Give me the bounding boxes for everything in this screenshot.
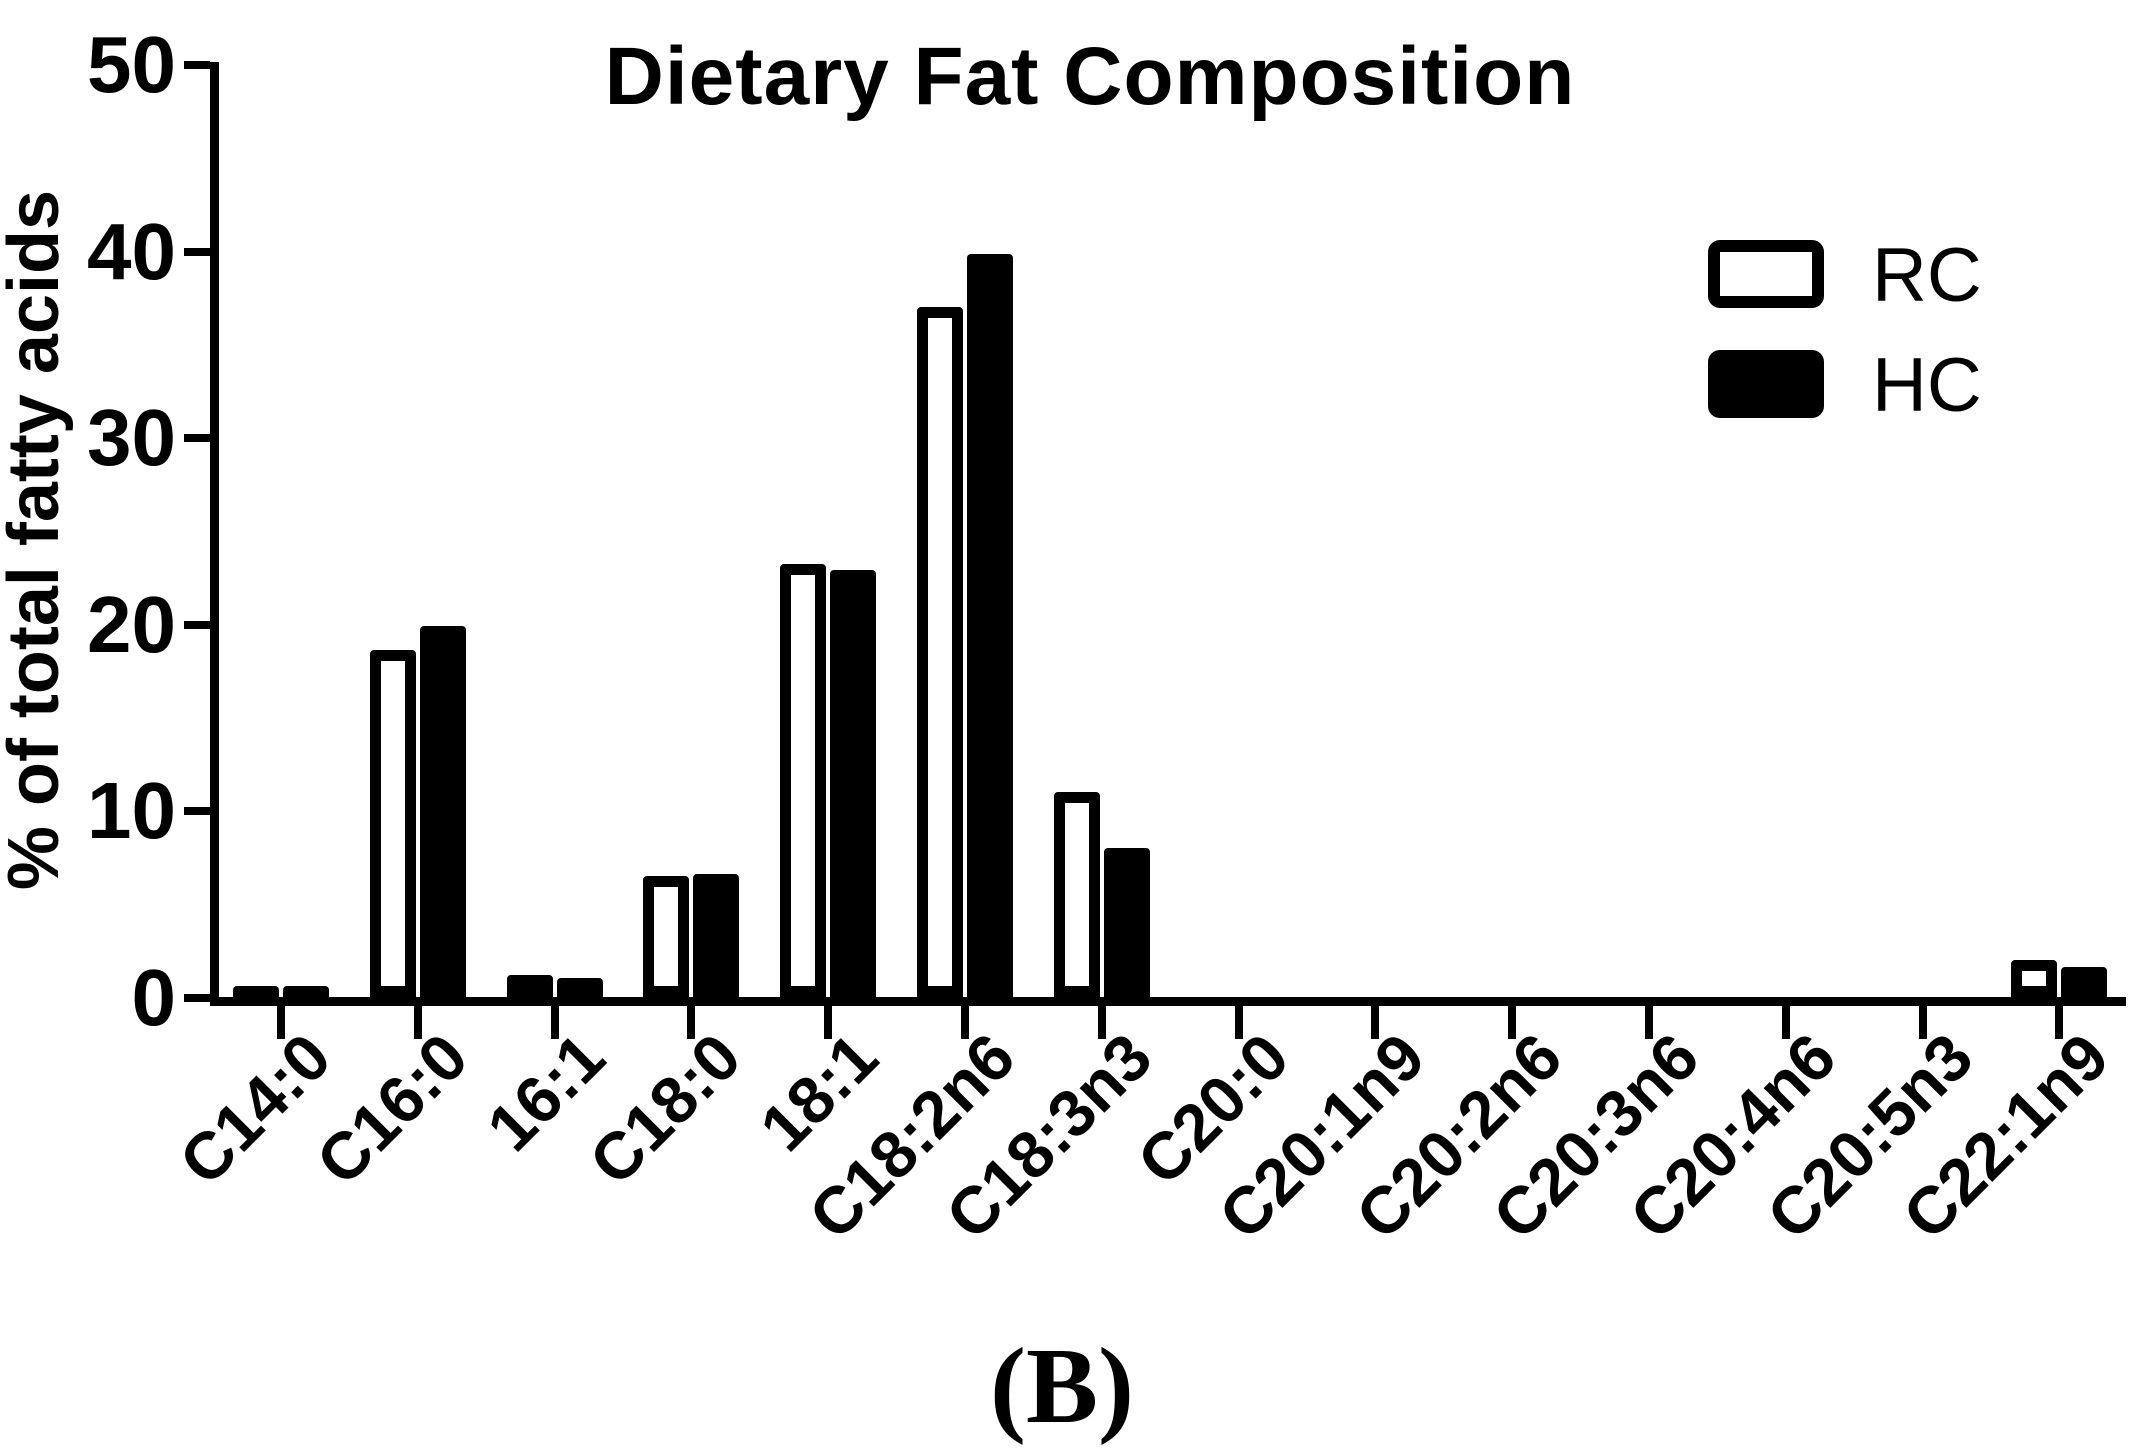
y-tick-label: 20 xyxy=(87,579,176,669)
x-tick-mark xyxy=(2055,1005,2064,1039)
legend-hc-label: HC xyxy=(1872,343,1982,428)
y-tick-label: 0 xyxy=(131,953,177,1042)
bar-rc-C22:1n9 xyxy=(2011,960,2058,997)
y-tick-label: 50 xyxy=(87,20,176,109)
y-tick-label: 40 xyxy=(87,206,176,296)
y-tick-mark xyxy=(184,247,210,256)
x-tick-mark xyxy=(1781,1005,1790,1039)
bar-hc-C18:3n3 xyxy=(1103,848,1150,997)
bar-hc-16:1 xyxy=(556,978,603,997)
x-tick-mark xyxy=(413,1005,422,1039)
bar-rc-C14:0 xyxy=(233,986,279,997)
x-tick-mark xyxy=(1918,1005,1927,1039)
bar-rc-C16:0 xyxy=(369,650,416,997)
y-tick-mark xyxy=(184,434,210,443)
bar-hc-18:1 xyxy=(830,570,877,997)
x-tick-mark xyxy=(550,1005,559,1039)
y-tick-label: 30 xyxy=(87,393,176,483)
bar-hc-C18:2n6 xyxy=(967,254,1013,997)
y-axis-spine xyxy=(210,62,219,1006)
x-tick-mark xyxy=(1645,1005,1653,1039)
bar-hc-C18:0 xyxy=(693,874,740,997)
y-tick-mark xyxy=(184,620,210,629)
bar-hc-C22:1n9 xyxy=(2061,967,2108,997)
bar-hc-C14:0 xyxy=(283,986,329,997)
x-tick-mark xyxy=(277,1005,285,1039)
legend-rc-swatch-icon xyxy=(1708,240,1824,308)
x-tick-mark xyxy=(1508,1005,1517,1039)
y-tick-label: 10 xyxy=(87,766,176,856)
x-tick-mark xyxy=(1097,1005,1106,1039)
x-tick-mark xyxy=(824,1005,833,1039)
legend-rc-label: RC xyxy=(1872,233,1982,318)
bar-hc-C16:0 xyxy=(419,626,466,997)
x-tick-mark xyxy=(961,1005,969,1039)
x-tick-mark xyxy=(1234,1005,1243,1039)
y-tick-mark xyxy=(184,807,210,816)
y-tick-mark xyxy=(184,994,210,1002)
bar-rc-C18:0 xyxy=(643,876,690,997)
x-tick-mark xyxy=(687,1005,696,1039)
bar-rc-16:1 xyxy=(506,975,553,997)
panel-letter-label: (B) xyxy=(990,1327,1134,1446)
x-tick-mark xyxy=(1371,1005,1380,1039)
bar-rc-18:1 xyxy=(780,564,827,997)
bar-rc-C18:2n6 xyxy=(917,307,963,997)
x-axis-spine xyxy=(210,997,2126,1006)
bar-rc-C18:3n3 xyxy=(1053,792,1100,997)
legend-hc-swatch-icon xyxy=(1708,350,1824,418)
chart-title: Dietary Fat Composition xyxy=(604,31,1576,122)
y-tick-mark xyxy=(184,61,210,69)
